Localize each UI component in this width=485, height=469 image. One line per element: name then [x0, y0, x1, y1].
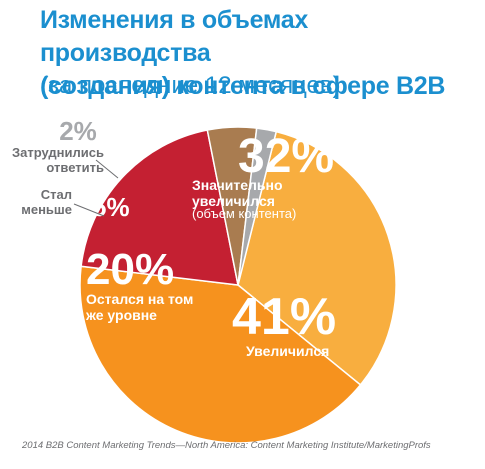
pie-slice-2: [79, 265, 362, 444]
leader-line-1: [73, 203, 105, 217]
slice-category-label-4-1: Стал: [41, 187, 72, 202]
leader-line-2: [95, 159, 119, 179]
slice-percent-label-2: 41%: [232, 288, 336, 346]
slice-note-label-1: (объем контента): [192, 206, 296, 221]
pie-slice-5: [237, 127, 278, 286]
pie-slice-1: [237, 130, 397, 386]
title-line-2: (создания) контента в сфере B2B: [40, 72, 446, 100]
slice-percent-label-3: 20%: [86, 245, 174, 294]
slice-category-label-2-1: Увеличился: [246, 343, 329, 359]
slice-category-label-3-1: Остался на том: [86, 291, 193, 307]
slice-percent-label-5: 2%: [59, 116, 97, 146]
title-line-1: Изменения в объемах производства: [40, 6, 308, 67]
source-note: 2014 B2B Content Marketing Trends—North …: [22, 440, 431, 451]
slice-category-label-5-1: Затруднились: [12, 145, 104, 160]
slice-percent-label-4: 5%: [92, 192, 130, 222]
chart-subtitle: (за последние 12 месяцев): [40, 72, 341, 99]
slice-category-label-4-2: меньше: [21, 202, 72, 217]
chart-title: Изменения в объемах производства (создан…: [40, 4, 480, 103]
pie-slices: [79, 126, 397, 444]
slice-percent-label-1: 32%: [238, 130, 334, 183]
slice-category-label-1-1: Значительно: [192, 177, 283, 193]
slice-category-label-3-2: же уровне: [85, 307, 157, 323]
slice-category-label-5-2: ответить: [46, 160, 104, 175]
pie-slice-3: [80, 129, 239, 286]
slice-category-label-1-2: увеличился: [192, 193, 275, 209]
